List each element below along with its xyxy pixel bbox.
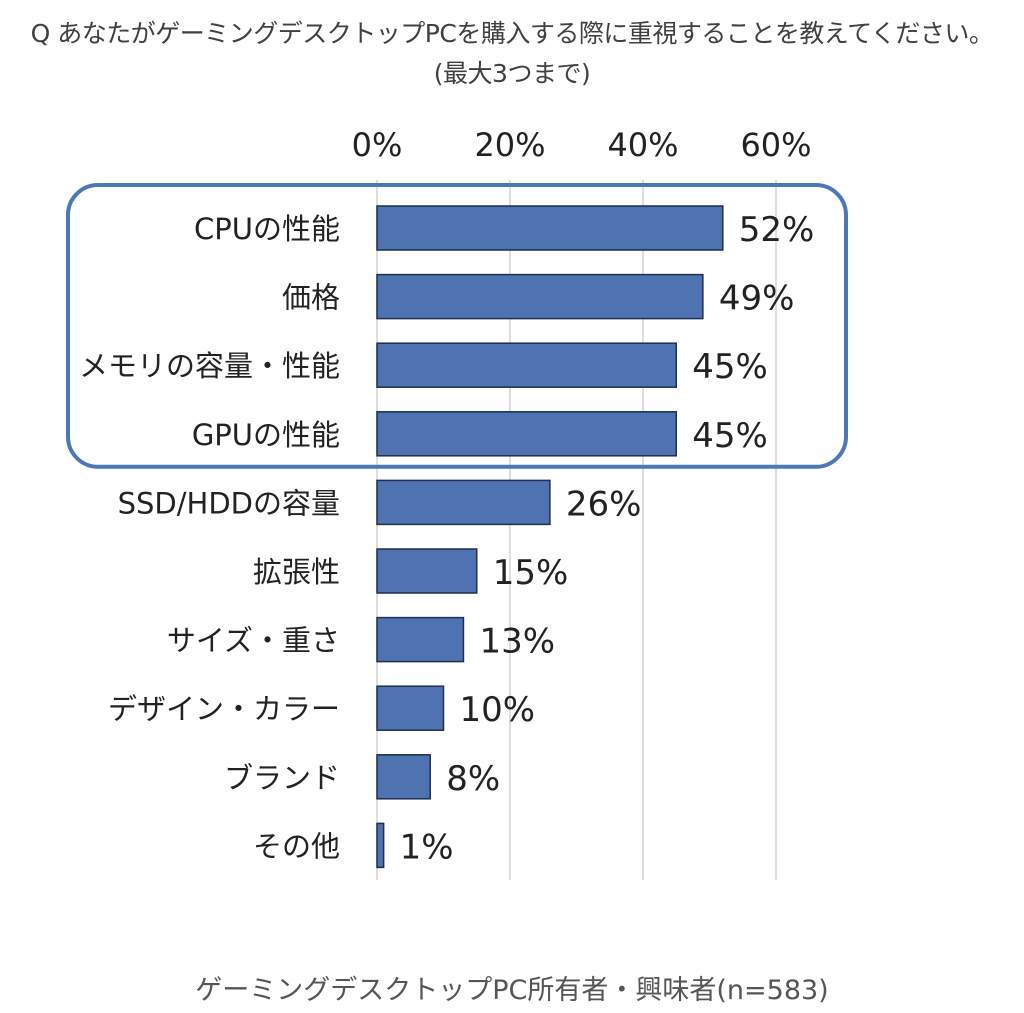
value-label: 8% <box>446 759 500 799</box>
x-tick-label: 20% <box>474 126 545 164</box>
category-label: その他 <box>253 829 340 863</box>
value-label: 15% <box>493 553 569 593</box>
value-label: 52% <box>739 210 815 250</box>
value-label: 13% <box>479 622 555 662</box>
value-label: 45% <box>692 347 768 387</box>
category-label: 拡張性 <box>253 555 340 589</box>
bar <box>376 342 677 388</box>
bar <box>376 479 551 526</box>
category-label: 価格 <box>282 281 340 315</box>
x-tick-label: 60% <box>740 126 811 164</box>
bar <box>376 685 445 731</box>
highlight-frame <box>66 183 848 469</box>
bar <box>376 754 431 800</box>
bar <box>376 616 465 663</box>
bar <box>376 548 478 594</box>
value-label: 10% <box>460 690 536 730</box>
category-label: GPUの性能 <box>192 418 340 452</box>
x-tick-label: 40% <box>607 126 678 164</box>
x-tick-label: 0% <box>352 126 403 164</box>
bar <box>376 411 677 457</box>
value-label: 45% <box>692 416 768 456</box>
category-label: サイズ・重さ <box>167 624 340 658</box>
category-label: SSD/HDDの容量 <box>118 486 340 520</box>
category-label: CPUの性能 <box>194 212 340 246</box>
category-label: ブランド <box>224 761 340 795</box>
category-label: メモリの容量・性能 <box>79 349 340 383</box>
value-label: 1% <box>400 827 454 867</box>
category-label: デザイン・カラー <box>108 692 340 726</box>
value-label: 49% <box>719 279 795 319</box>
question-title: Q あなたがゲーミングデスクトップPCを購入する際に重視することを教えてください… <box>30 19 994 48</box>
question-subtitle: (最大3つまで) <box>433 59 591 88</box>
bar <box>376 273 704 320</box>
bar <box>376 822 385 869</box>
sample-note: ゲーミングデスクトップPC所有者・興味者(n=583) <box>195 975 829 1006</box>
value-label: 26% <box>566 484 642 524</box>
bar <box>376 205 724 251</box>
